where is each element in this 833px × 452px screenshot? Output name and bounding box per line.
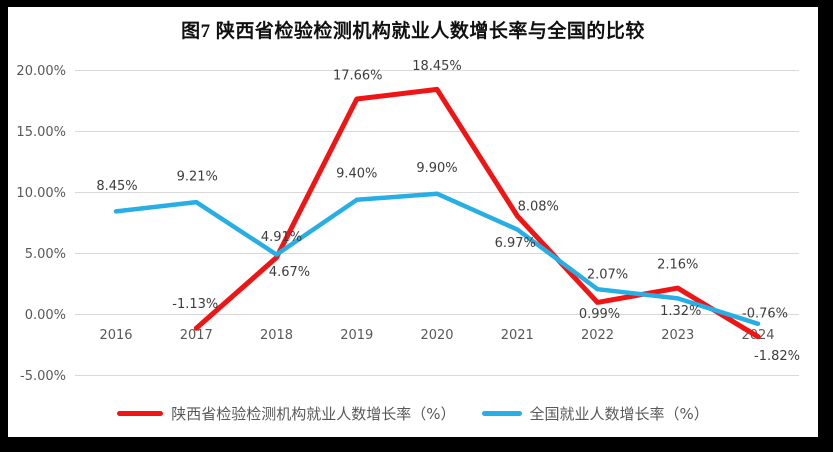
- legend-label-shaanxi: 陕西省检验检测机构就业人数增长率（%）: [171, 404, 456, 423]
- y-tick-label: 0.00%: [25, 308, 66, 323]
- legend: 陕西省检验检测机构就业人数增长率（%） 全国就业人数增长率（%）: [8, 402, 818, 424]
- y-tick-label: -5.00%: [20, 369, 66, 384]
- y-tick-label: 10.00%: [16, 186, 66, 201]
- x-tick-label: 2017: [180, 328, 213, 343]
- data-label: -1.13%: [172, 297, 218, 312]
- data-label: 4.67%: [269, 265, 310, 280]
- legend-item-shaanxi: 陕西省检验检测机构就业人数增长率（%）: [117, 403, 456, 424]
- data-label: 17.66%: [333, 69, 383, 84]
- chart-canvas: [8, 7, 818, 437]
- legend-line-swatch-blue: [481, 410, 522, 416]
- x-tick-label: 2019: [340, 328, 373, 343]
- legend-label-national: 全国就业人数增长率（%）: [529, 404, 709, 423]
- x-tick-label: 2021: [501, 328, 534, 343]
- series-line-national: [113, 191, 761, 327]
- data-label: 8.45%: [96, 179, 137, 194]
- y-tick-label: 20.00%: [16, 64, 66, 79]
- data-label: 9.40%: [336, 166, 377, 181]
- legend-item-national: 全国就业人数增长率（%）: [481, 403, 709, 424]
- data-label: 18.45%: [412, 59, 462, 74]
- chart-title: 图7 陕西省检验检测机构就业人数增长率与全国的比较: [181, 21, 645, 42]
- data-label: 1.32%: [660, 304, 701, 319]
- x-tick-label: 2018: [260, 328, 293, 343]
- x-tick-label: 2023: [661, 328, 694, 343]
- data-label: -0.76%: [742, 306, 788, 321]
- data-label: 2.07%: [587, 268, 628, 283]
- x-tick-label: 2020: [420, 328, 453, 343]
- data-label: -1.82%: [754, 349, 800, 364]
- data-label: 9.90%: [416, 161, 457, 176]
- y-tick-label: 15.00%: [16, 125, 66, 140]
- data-label: 9.21%: [177, 170, 218, 185]
- data-label: 6.97%: [495, 236, 536, 251]
- x-tick-label: 2016: [99, 328, 132, 343]
- x-tick-label: 2022: [581, 328, 614, 343]
- data-label: 4.91%: [261, 230, 302, 245]
- data-label: 2.16%: [657, 258, 698, 273]
- y-tick-label: 5.00%: [25, 247, 66, 262]
- legend-line-swatch-red: [117, 410, 164, 416]
- data-label: 8.08%: [518, 199, 559, 214]
- data-label: 0.99%: [579, 307, 620, 322]
- series-line-shaanxi: [193, 86, 761, 340]
